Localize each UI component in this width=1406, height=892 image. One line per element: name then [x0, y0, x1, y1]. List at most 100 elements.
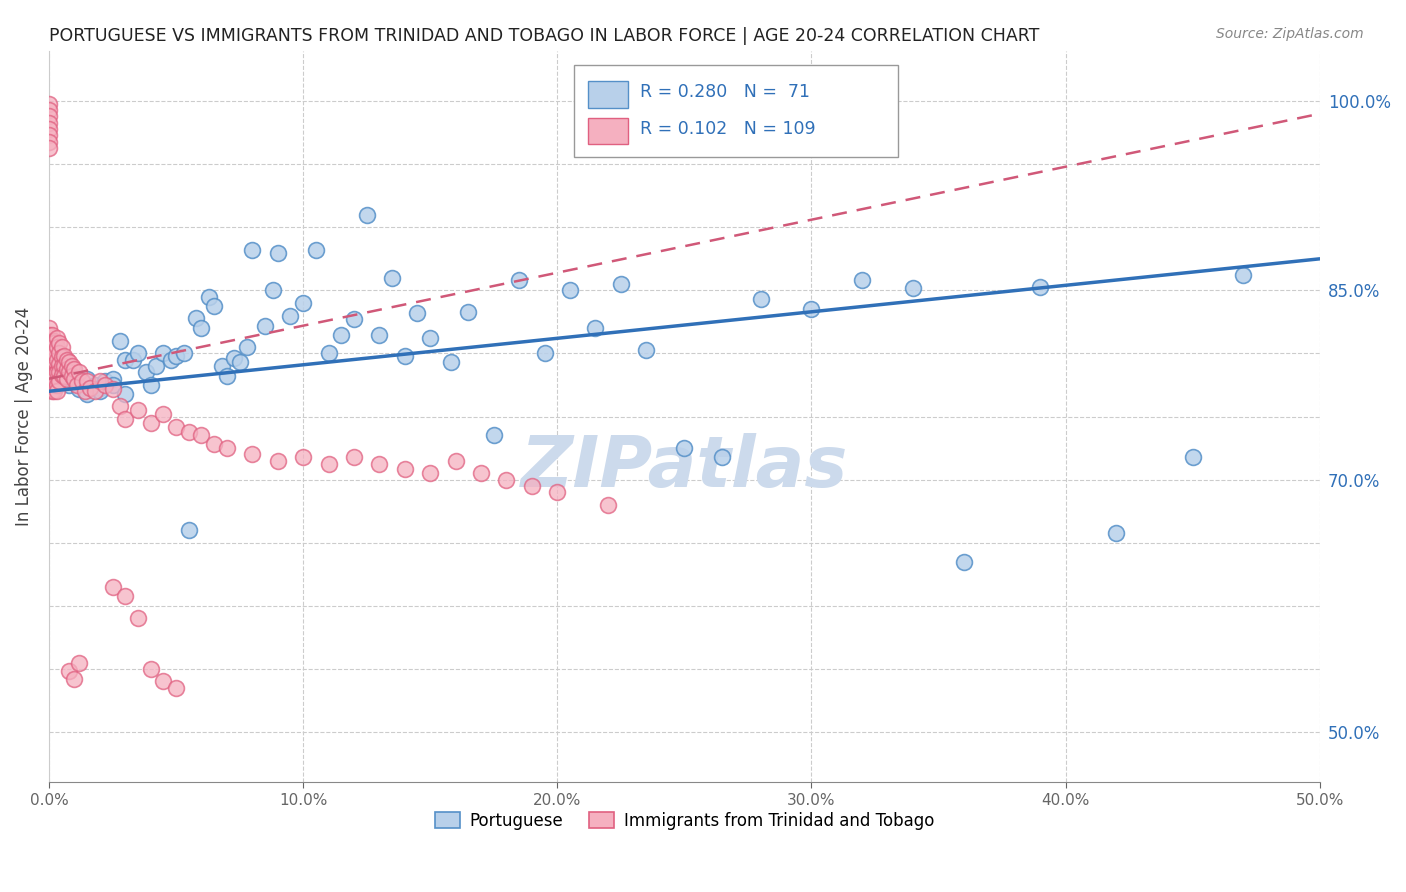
Text: ZIPatlas: ZIPatlas: [520, 434, 848, 502]
Point: [42, 346, 65, 360]
Point: [419, 331, 441, 345]
Point: [38, 96, 60, 111]
Point: [211, 359, 233, 373]
Point: [318, 458, 340, 472]
Point: [508, 273, 530, 287]
Point: [38, 141, 60, 155]
Point: [267, 453, 290, 467]
Point: [38, 359, 60, 373]
Point: [69, 656, 91, 670]
Point: [63, 672, 86, 686]
Point: [108, 334, 131, 348]
Point: [48, 357, 70, 371]
Point: [368, 458, 391, 472]
Point: [51, 368, 73, 382]
Point: [444, 453, 467, 467]
Point: [63, 372, 86, 386]
Point: [711, 450, 734, 464]
Point: [69, 365, 91, 379]
Point: [41, 352, 63, 367]
Point: [202, 437, 225, 451]
Point: [38, 359, 60, 373]
Point: [139, 662, 162, 676]
Point: [38, 340, 60, 354]
Text: R = 0.102   N = 109: R = 0.102 N = 109: [640, 120, 815, 138]
Point: [280, 309, 302, 323]
Point: [38, 346, 60, 360]
Point: [596, 498, 619, 512]
Point: [190, 321, 212, 335]
Point: [89, 380, 111, 394]
Point: [41, 378, 63, 392]
Point: [63, 361, 86, 376]
Point: [45, 378, 67, 392]
Point: [38, 352, 60, 367]
Point: [215, 441, 238, 455]
Point: [76, 374, 98, 388]
Point: [457, 305, 479, 319]
Point: [41, 334, 63, 348]
Point: [224, 351, 246, 366]
FancyBboxPatch shape: [588, 118, 628, 145]
Point: [76, 386, 98, 401]
Point: [177, 425, 200, 439]
Point: [83, 378, 105, 392]
Point: [48, 336, 70, 351]
Point: [45, 384, 67, 399]
Point: [520, 479, 543, 493]
Point: [173, 346, 195, 360]
Point: [38, 352, 60, 367]
Point: [127, 611, 149, 625]
Point: [394, 349, 416, 363]
Point: [41, 355, 63, 369]
Point: [152, 674, 174, 689]
Point: [546, 485, 568, 500]
Point: [558, 284, 581, 298]
Point: [38, 135, 60, 149]
Point: [45, 340, 67, 354]
Point: [41, 384, 63, 399]
Point: [53, 369, 76, 384]
Point: [38, 365, 60, 379]
Point: [51, 350, 73, 364]
Point: [45, 331, 67, 345]
Point: [89, 384, 111, 399]
Point: [38, 372, 60, 386]
Point: [610, 277, 633, 291]
Point: [262, 284, 284, 298]
Point: [152, 346, 174, 360]
Point: [73, 384, 96, 399]
Point: [240, 243, 263, 257]
Point: [66, 378, 89, 392]
Point: [114, 412, 136, 426]
Point: [53, 349, 76, 363]
Point: [305, 243, 328, 257]
Point: [186, 311, 208, 326]
Point: [70, 374, 93, 388]
Point: [38, 103, 60, 117]
Point: [41, 327, 63, 342]
Point: [135, 365, 157, 379]
Point: [45, 352, 67, 367]
Point: [42, 352, 65, 367]
Point: [533, 346, 555, 360]
Point: [198, 290, 221, 304]
Point: [94, 374, 117, 388]
Point: [177, 523, 200, 537]
Point: [121, 352, 143, 367]
Point: [127, 346, 149, 360]
Point: [42, 384, 65, 399]
Point: [368, 327, 391, 342]
Point: [38, 121, 60, 136]
Point: [267, 245, 290, 260]
Point: [41, 346, 63, 360]
Point: [202, 298, 225, 312]
Point: [139, 378, 162, 392]
Point: [48, 374, 70, 388]
Point: [41, 343, 63, 358]
Point: [51, 340, 73, 354]
FancyBboxPatch shape: [588, 81, 628, 108]
Point: [114, 589, 136, 603]
Point: [292, 450, 315, 464]
Point: [42, 334, 65, 348]
